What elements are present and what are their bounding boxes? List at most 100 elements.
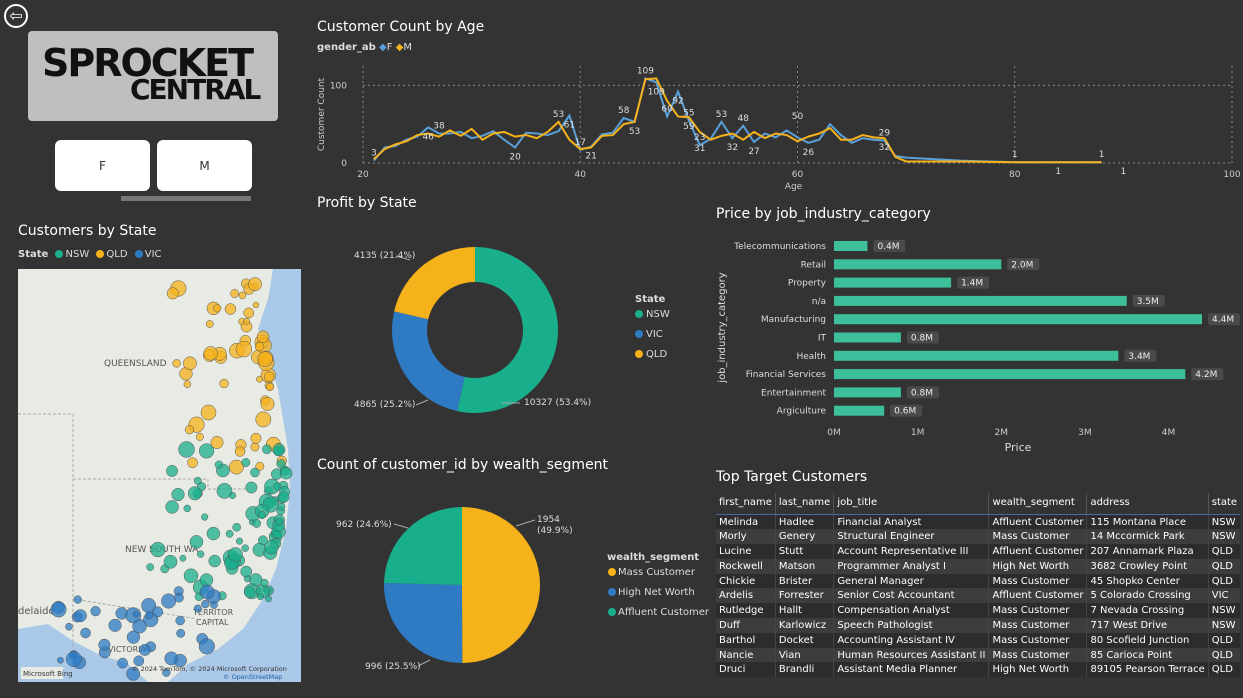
slicer-button-m[interactable]: M bbox=[157, 140, 252, 191]
map-point[interactable] bbox=[57, 656, 64, 664]
map-point[interactable] bbox=[248, 277, 262, 292]
map-point[interactable] bbox=[178, 441, 195, 458]
industry-bar[interactable] bbox=[834, 350, 1119, 361]
map-point[interactable] bbox=[258, 511, 267, 520]
table-row[interactable]: Barthol Docket Accounting Assistant IV Mass… bbox=[716, 632, 1241, 648]
map-point[interactable] bbox=[200, 404, 217, 421]
map-point[interactable] bbox=[183, 380, 192, 388]
industry-bar[interactable] bbox=[834, 332, 901, 343]
map-point[interactable] bbox=[108, 618, 122, 632]
map-point[interactable] bbox=[245, 481, 258, 494]
map-point[interactable] bbox=[254, 341, 265, 352]
map-point[interactable] bbox=[161, 593, 177, 609]
industry-bar[interactable] bbox=[834, 387, 901, 398]
map-point[interactable] bbox=[275, 517, 284, 526]
map-point[interactable] bbox=[213, 304, 222, 313]
map-point[interactable] bbox=[162, 668, 171, 677]
map-point[interactable] bbox=[133, 655, 145, 667]
map-point[interactable] bbox=[272, 443, 286, 457]
industry-bar[interactable] bbox=[834, 241, 868, 251]
map-point[interactable] bbox=[126, 630, 141, 644]
map-point[interactable] bbox=[234, 446, 246, 457]
osm-link[interactable]: © OpenStreetMap bbox=[223, 673, 282, 681]
map-point[interactable] bbox=[187, 457, 198, 469]
map-point[interactable] bbox=[279, 467, 293, 480]
wealth-legend-item[interactable]: High Net Worth bbox=[618, 587, 695, 598]
map-point[interactable] bbox=[257, 351, 273, 367]
table-header-job-title[interactable]: job_title bbox=[833, 493, 989, 515]
age-series-f[interactable] bbox=[373, 77, 1102, 164]
table-row[interactable]: Nancie Vian Human Resources Assistant II Ma… bbox=[716, 647, 1241, 663]
map-point[interactable] bbox=[240, 565, 253, 578]
map-point[interactable] bbox=[243, 586, 256, 598]
table-row[interactable]: Rutledge Hallt Compensation Analyst Mass Cu… bbox=[716, 603, 1241, 619]
map-point[interactable] bbox=[174, 592, 184, 603]
map-point[interactable] bbox=[277, 491, 290, 503]
back-button[interactable]: ⇦ bbox=[4, 4, 28, 28]
map-point[interactable] bbox=[229, 459, 244, 475]
map-point[interactable] bbox=[201, 513, 209, 521]
industry-bar[interactable] bbox=[834, 259, 1002, 270]
wealth-slice-2[interactable] bbox=[384, 507, 462, 585]
map-point[interactable] bbox=[205, 320, 214, 328]
map-point[interactable] bbox=[235, 340, 253, 358]
table-row[interactable]: Chickie Brister General Manager Mass Custom… bbox=[716, 573, 1241, 589]
wealth-pie-chart[interactable]: 1954(49.9%) 996 (25.5%) 962 (24.6%) wealth_… bbox=[330, 480, 710, 690]
table-row[interactable]: Ardelis Forrester Senior Cost Accountant Af… bbox=[716, 588, 1241, 604]
map-point[interactable] bbox=[249, 573, 263, 587]
map-point[interactable] bbox=[262, 444, 272, 455]
map-point[interactable] bbox=[195, 432, 204, 441]
map-point[interactable] bbox=[166, 465, 178, 477]
map-point[interactable] bbox=[252, 301, 260, 309]
wealth-legend-item[interactable]: Mass Customer bbox=[618, 567, 696, 578]
map-point[interactable] bbox=[255, 461, 265, 471]
wealth-slice-0[interactable] bbox=[462, 507, 540, 663]
map-canvas[interactable]: QUEENSLAND NEW SOUTH WA delaide VICTORIA… bbox=[18, 269, 301, 682]
profit-donut-chart[interactable]: 10327 (53.4%) 4865 (25.2%) 4135 (21.4%) Sta… bbox=[330, 220, 700, 430]
map-point[interactable] bbox=[73, 609, 87, 623]
map-point[interactable] bbox=[152, 606, 164, 618]
map-point[interactable] bbox=[138, 643, 151, 656]
map-point[interactable] bbox=[232, 522, 242, 532]
customers-table[interactable]: first_name last_name job_title wealth_segme… bbox=[716, 493, 1241, 678]
map-point[interactable] bbox=[175, 615, 185, 626]
map-point[interactable] bbox=[141, 598, 157, 613]
age-series-m[interactable] bbox=[373, 77, 1102, 164]
map-point[interactable] bbox=[132, 610, 140, 618]
profit-legend-item[interactable]: VIC bbox=[646, 329, 663, 340]
profit-legend-item[interactable]: QLD bbox=[646, 349, 667, 360]
map-point[interactable] bbox=[193, 476, 202, 485]
map-point[interactable] bbox=[176, 628, 186, 638]
map-point[interactable] bbox=[225, 529, 234, 538]
table-row[interactable]: Rockwell Matson Programmer Analyst I High N… bbox=[716, 558, 1241, 574]
map-point[interactable] bbox=[238, 291, 247, 300]
map-point[interactable] bbox=[203, 346, 218, 361]
industry-bar[interactable] bbox=[834, 405, 885, 416]
table-row[interactable]: Druci Brandli Assistant Media Planner High … bbox=[716, 662, 1241, 678]
map-point[interactable] bbox=[250, 442, 260, 452]
wealth-slice-1[interactable] bbox=[384, 582, 463, 663]
profit-slice-1[interactable] bbox=[392, 311, 465, 412]
map-point[interactable] bbox=[256, 375, 263, 383]
map-point[interactable] bbox=[164, 651, 179, 666]
map-point[interactable] bbox=[256, 330, 270, 344]
table-header-state[interactable]: state bbox=[1207, 493, 1241, 515]
map-point[interactable] bbox=[146, 563, 154, 571]
map-point[interactable] bbox=[183, 356, 197, 371]
map-point[interactable] bbox=[183, 504, 191, 513]
map-point[interactable] bbox=[263, 371, 275, 382]
map-point[interactable] bbox=[210, 601, 218, 609]
map-point[interactable] bbox=[206, 526, 221, 541]
map-point[interactable] bbox=[126, 666, 141, 681]
map-point[interactable] bbox=[179, 554, 187, 562]
map-point[interactable] bbox=[214, 460, 224, 469]
map-point[interactable] bbox=[187, 486, 202, 501]
map-point[interactable] bbox=[230, 289, 240, 298]
map-point[interactable] bbox=[171, 487, 185, 502]
map-point[interactable] bbox=[224, 303, 237, 315]
map-point[interactable] bbox=[250, 432, 262, 444]
map-point[interactable] bbox=[235, 537, 243, 545]
map-point[interactable] bbox=[189, 535, 204, 549]
table-row[interactable]: Melinda Hadlee Financial Analyst Affluent C… bbox=[716, 514, 1241, 530]
